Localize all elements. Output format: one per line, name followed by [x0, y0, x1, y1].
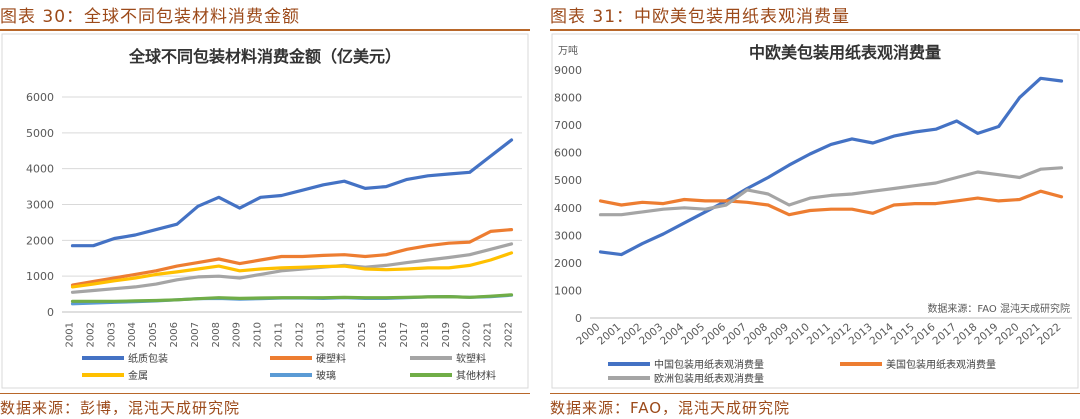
right-figure: 图表 31：中欧美包装用纸表观消费量 中欧美包装用纸表观消费量 万吨 0 1000 20… [550, 0, 1080, 419]
left-x-tick-label: 2007 [190, 322, 201, 347]
right-y-tick-label: 8000 [554, 92, 582, 105]
right-y-tick-label: 6000 [554, 147, 582, 160]
right-inner-note: 数据来源：FAO 混沌天成研究院 [927, 302, 1070, 315]
right-legend-label: 欧洲包装用纸表观消费量 [654, 372, 764, 385]
left-chart-title: 全球不同包装材料消费金额（亿美元） [128, 47, 401, 66]
left-x-tick-label: 2011 [274, 322, 285, 347]
left-x-tick-label: 2012 [294, 322, 305, 347]
left-legend-label: 金属 [128, 369, 148, 382]
left-x-tick-label: 2005 [148, 322, 159, 347]
left-y-tick-label: 5000 [26, 127, 54, 140]
right-series-line-1 [598, 76, 1064, 257]
left-x-tick-label: 2019 [441, 322, 452, 347]
right-series-line-3 [598, 166, 1064, 217]
left-series-line-1 [70, 138, 514, 248]
right-chart-title: 中欧美包装用纸表观消费量 [749, 43, 941, 62]
left-x-tick-label: 2004 [127, 322, 138, 347]
right-legend-label: 美国包装用纸表观消费量 [886, 358, 996, 371]
left-series-line-4 [70, 251, 514, 289]
right-series-line-2 [598, 189, 1064, 217]
left-legend-label: 玻璃 [316, 369, 336, 382]
left-x-tick-label: 2002 [85, 322, 96, 347]
left-y-tick-label: 6000 [26, 91, 54, 104]
right-source-rule [550, 393, 1080, 394]
left-x-tick-label: 2013 [315, 322, 326, 347]
left-x-tick-label: 2017 [399, 322, 410, 347]
left-source-rule [0, 393, 530, 394]
left-x-tick-label: 2016 [378, 322, 389, 347]
left-legend-label: 纸质包装 [128, 352, 168, 365]
left-x-tick-label: 2008 [211, 322, 222, 347]
left-x-tick-label: 2022 [504, 322, 515, 347]
right-y-tick-label: 7000 [554, 119, 582, 132]
left-x-tick-label: 2020 [462, 322, 473, 347]
right-unit-label: 万吨 [558, 44, 578, 57]
right-y-tick-label: 2000 [554, 257, 582, 270]
left-x-tick-label: 2021 [483, 322, 494, 347]
left-series-line-2 [70, 228, 514, 287]
left-x-tick-label: 2006 [169, 322, 180, 347]
left-x-tick-label: 2015 [357, 322, 368, 347]
left-chart: 全球不同包装材料消费金额（亿美元） 0 1000 2000 3000 4000 5000 60… [1, 33, 529, 389]
left-legend-label: 软塑料 [456, 352, 486, 365]
left-series-line-3 [70, 242, 514, 294]
left-x-tick-label: 2001 [64, 322, 75, 347]
right-y-tick-label: 5000 [554, 174, 582, 187]
left-x-tick-label: 2009 [232, 322, 243, 347]
right-caption-rule [550, 29, 1080, 31]
left-x-tick-label: 2018 [420, 322, 431, 347]
right-figure-caption: 图表 31：中欧美包装用纸表观消费量 [550, 7, 851, 27]
left-chart-frame [1, 33, 529, 389]
left-x-tick-label: 2010 [253, 322, 264, 347]
right-chart: 中欧美包装用纸表观消费量 万吨 0 1000 2000 3000 4000 5000 6000 7… [551, 33, 1079, 389]
right-legend-label: 中国包装用纸表观消费量 [654, 358, 764, 371]
left-y-tick-label: 1000 [26, 270, 54, 283]
left-y-tick-label: 2000 [26, 234, 54, 247]
left-x-tick-label: 2003 [106, 322, 117, 347]
right-y-tick-label: 0 [575, 312, 582, 325]
left-legend-label: 硬塑料 [316, 352, 346, 365]
left-figure-source: 数据来源：彭博，混沌天成研究院 [0, 399, 241, 417]
left-figure-caption: 图表 30：全球不同包装材料消费金额 [0, 7, 301, 27]
left-caption-rule [0, 29, 530, 31]
left-legend-label: 其他材料 [456, 369, 496, 382]
right-figure-source: 数据来源：FAO，混沌天成研究院 [550, 399, 791, 417]
left-x-tick-label: 2014 [336, 322, 347, 347]
left-y-tick-label: 4000 [26, 163, 54, 176]
right-y-tick-label: 1000 [554, 284, 582, 297]
right-y-tick-label: 3000 [554, 229, 582, 242]
left-y-tick-label: 0 [47, 306, 54, 319]
right-y-tick-label: 4000 [554, 202, 582, 215]
left-figure: 图表 30：全球不同包装材料消费金额 全球不同包装材料消费金额（亿美元） 0 100… [0, 0, 530, 419]
left-y-tick-label: 3000 [26, 199, 54, 212]
left-series-line-6 [70, 293, 514, 303]
right-y-tick-label: 9000 [554, 64, 582, 77]
